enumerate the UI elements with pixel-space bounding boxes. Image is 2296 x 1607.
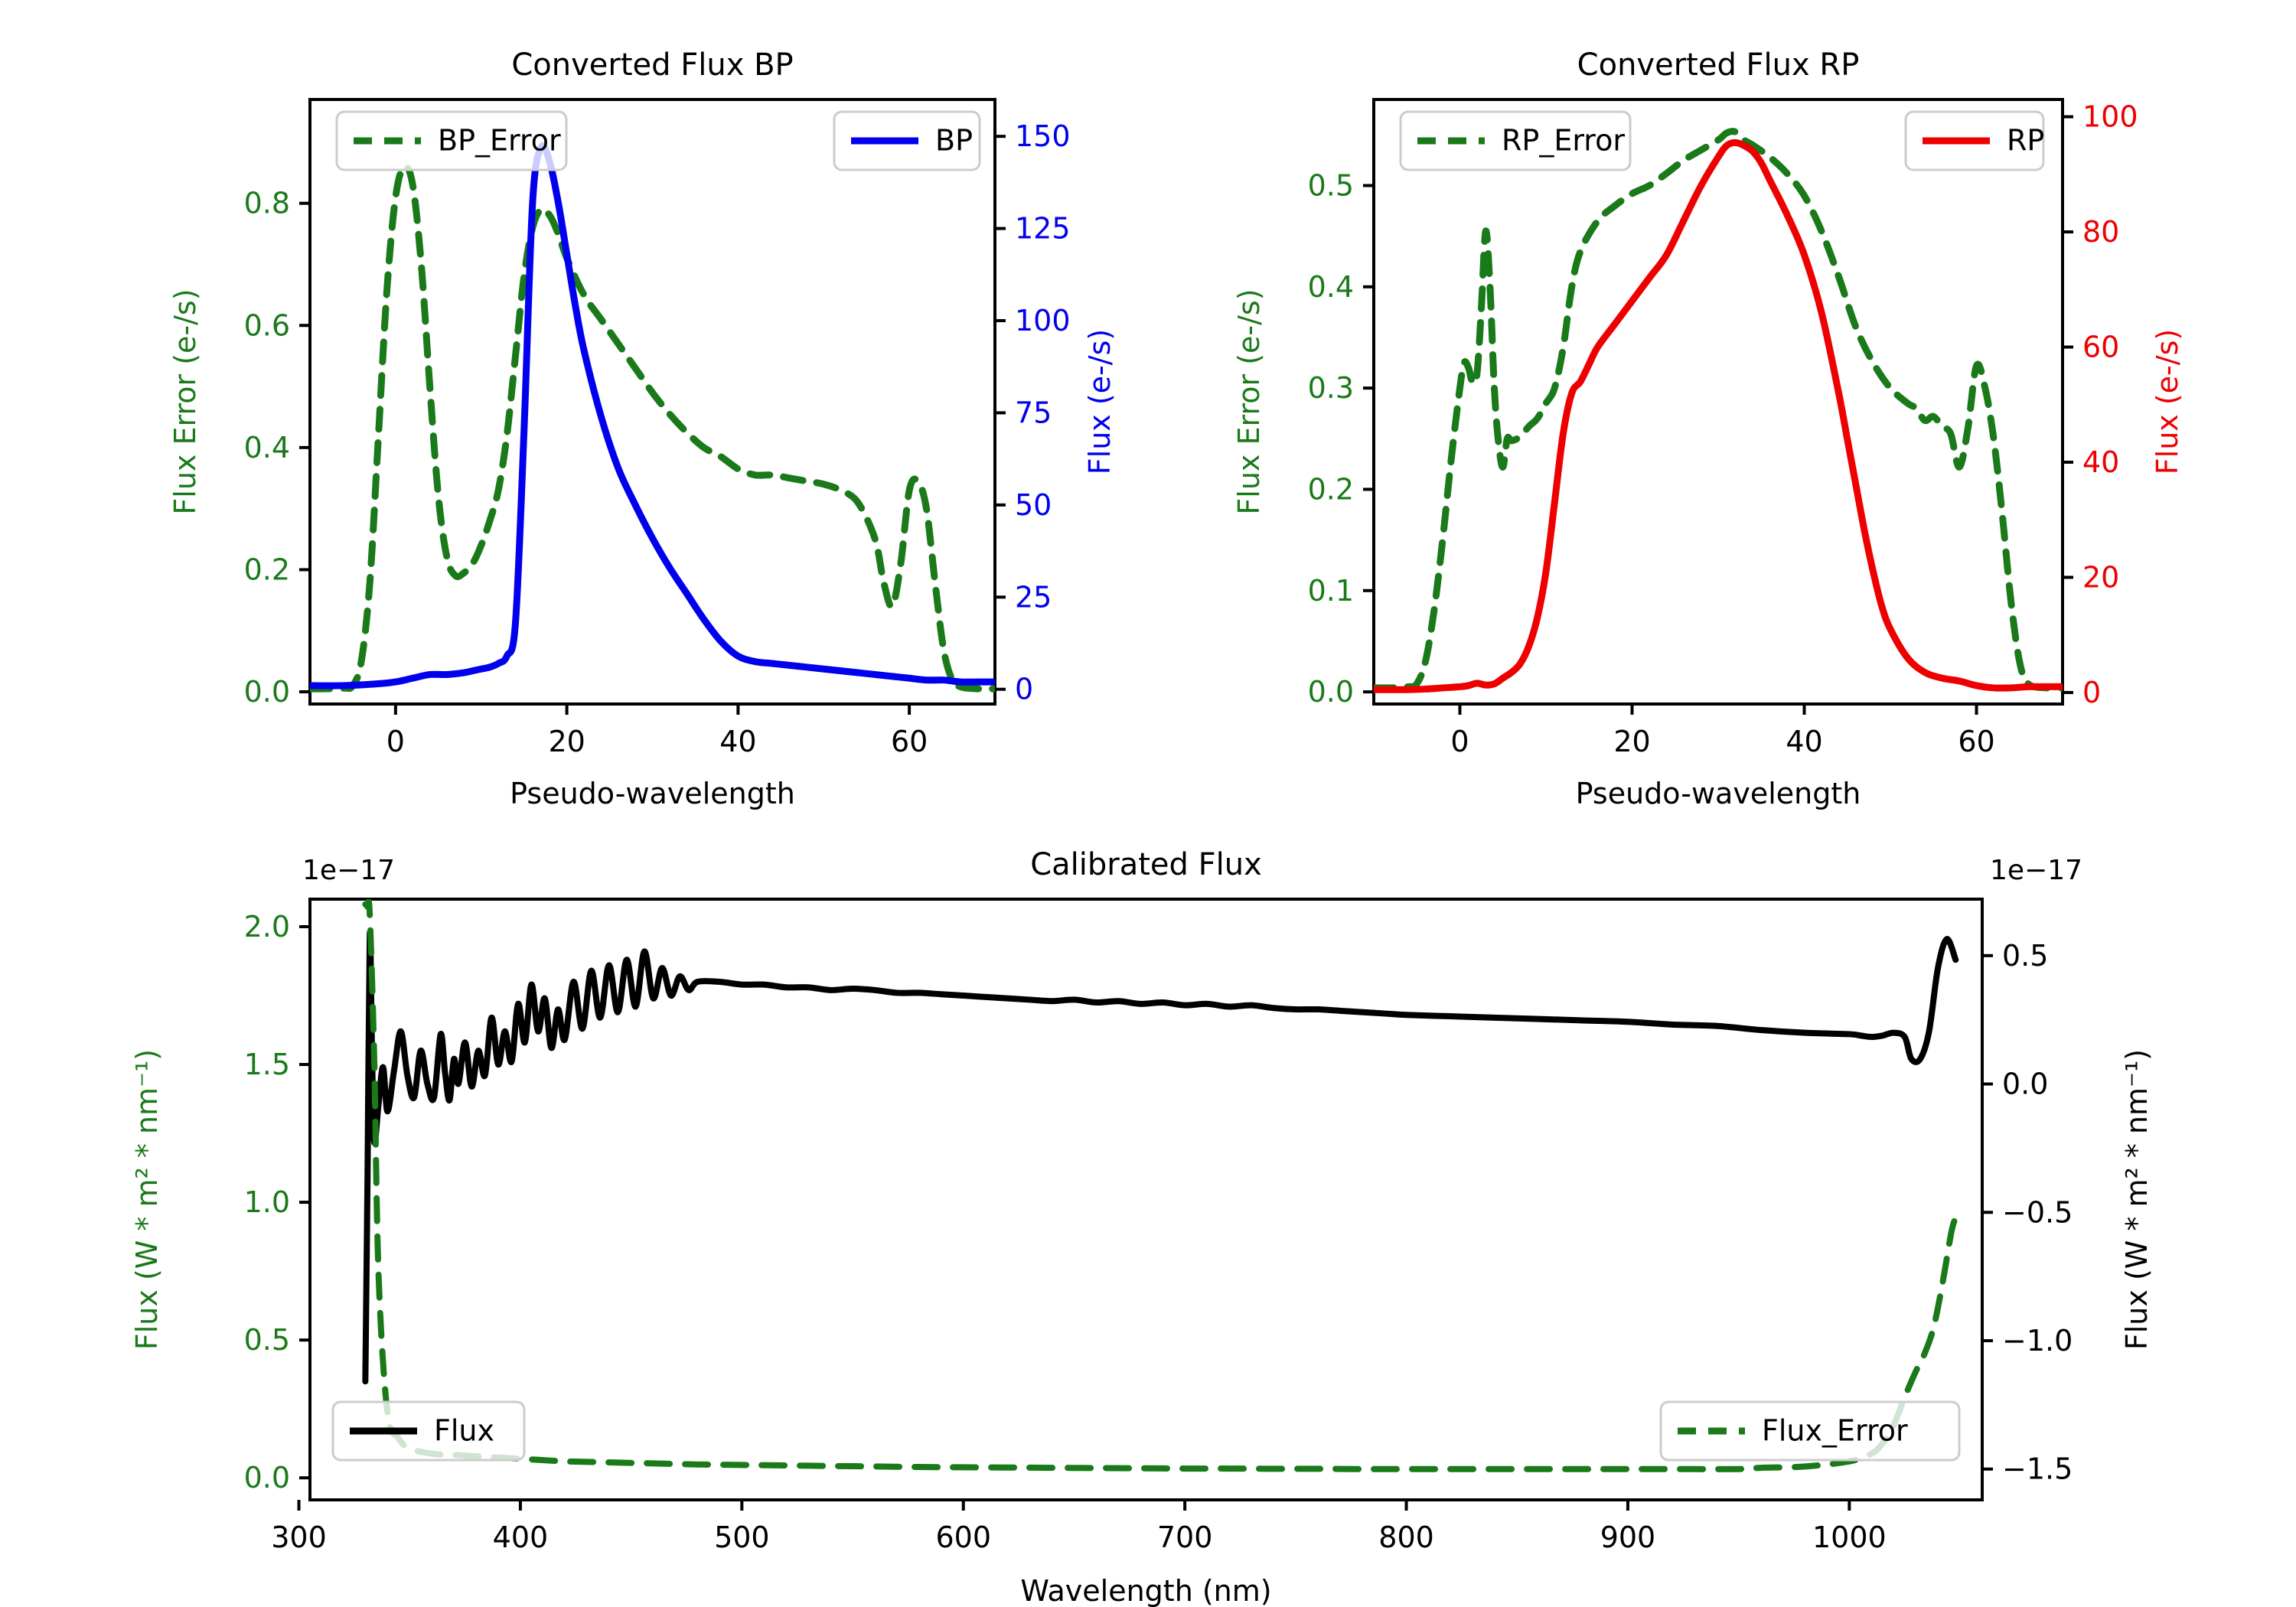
x-tick-label: 500 bbox=[714, 1521, 770, 1554]
y-tick-label-right: 25 bbox=[1015, 580, 1052, 614]
x-tick-label: 1000 bbox=[1812, 1521, 1887, 1554]
series-line-rp bbox=[1374, 139, 2063, 693]
y-tick-label-right: 50 bbox=[1015, 488, 1052, 522]
left-exponent-label: 1e−17 bbox=[302, 855, 395, 886]
y-tick-label-right: 150 bbox=[1015, 119, 1071, 153]
y-tick-label-left: 0.4 bbox=[1308, 270, 1354, 304]
legend-flux-label: BP bbox=[935, 124, 973, 158]
plot-title: Converted Flux RP bbox=[1577, 47, 1860, 83]
legend-error-box[interactable] bbox=[335, 110, 568, 171]
y-tick-label-left: 0.0 bbox=[244, 675, 290, 709]
x-axis-label: Wavelength (nm) bbox=[1020, 1574, 1271, 1607]
y-axis-label-right: Flux (e-/s) bbox=[2151, 329, 2184, 474]
x-tick-label: 40 bbox=[1786, 725, 1822, 758]
y-axis-label-right: Flux (e-/s) bbox=[1083, 329, 1117, 474]
axes-frame bbox=[308, 98, 996, 706]
axes-frame bbox=[308, 898, 1984, 1501]
bp-plot-svg: Converted Flux BP 0 20 40 60 Pseudo-wavelengt… bbox=[168, 47, 1117, 810]
y-tick-label-left: 0.3 bbox=[1308, 371, 1354, 405]
legend-flux-error-box[interactable] bbox=[1659, 1400, 1961, 1462]
y-axis-label-left: Flux Error (e-/s) bbox=[168, 288, 202, 514]
panel-converted-flux-bp: Converted Flux BP 0 20 40 60 Pseudo-wavelengt… bbox=[0, 0, 1148, 811]
legend-flux-error-label: Flux_Error bbox=[1762, 1414, 1908, 1448]
y-axis-label-left: Flux (W * m² * nm⁻¹) bbox=[130, 1049, 164, 1350]
y-tick-label-left: 0.2 bbox=[244, 553, 290, 586]
y-tick-label-left: 0.0 bbox=[1308, 675, 1354, 709]
y-tick-label-left: 0.4 bbox=[244, 431, 290, 464]
x-tick-label: 60 bbox=[891, 725, 928, 758]
x-tick-label: 40 bbox=[719, 725, 756, 758]
y-tick-label-right: 0.0 bbox=[2002, 1068, 2048, 1101]
right-exponent-label: 1e−17 bbox=[1990, 855, 2082, 886]
series-line-bp_error bbox=[310, 162, 995, 693]
plot-title: Converted Flux BP bbox=[511, 47, 793, 83]
y-tick-label-left: 0.6 bbox=[244, 308, 290, 342]
y-axis-label-left: Flux Error (e-/s) bbox=[1232, 288, 1266, 514]
y-tick-label-right: 75 bbox=[1015, 396, 1052, 429]
legend-error-label: BP_Error bbox=[438, 124, 561, 158]
x-tick-label: 700 bbox=[1157, 1521, 1213, 1554]
y-tick-label-left: 1.5 bbox=[244, 1048, 290, 1081]
y-tick-label-left: 0.1 bbox=[1308, 574, 1354, 608]
legend-flux-label: Flux bbox=[434, 1414, 494, 1448]
y-tick-label-right: 80 bbox=[2082, 215, 2119, 249]
y-tick-label-right: 20 bbox=[2082, 560, 2119, 594]
x-axis-label: Pseudo-wavelength bbox=[510, 777, 795, 810]
y-tick-label-left: 2.0 bbox=[244, 910, 290, 944]
x-axis-label: Pseudo-wavelength bbox=[1576, 777, 1861, 810]
x-tick-label: 800 bbox=[1378, 1521, 1434, 1554]
y-tick-label-left: 0.5 bbox=[1308, 168, 1354, 202]
x-tick-label: 0 bbox=[1450, 725, 1469, 758]
y-tick-label-right: −1.5 bbox=[2002, 1452, 2073, 1486]
panel-calibrated-flux: Calibrated Flux 1e−17 1e−17 300 400 500 600 700… bbox=[0, 811, 2296, 1607]
y-tick-label-right: −1.0 bbox=[2002, 1324, 2073, 1358]
y-tick-label-right: 60 bbox=[2082, 331, 2119, 364]
x-tick-label: 600 bbox=[935, 1521, 991, 1554]
y-tick-label-right: 100 bbox=[2082, 100, 2138, 134]
x-tick-label: 300 bbox=[271, 1521, 327, 1554]
rp-plot-svg: Converted Flux RP 0 20 40 60 Pseudo-wavelengt… bbox=[1232, 47, 2184, 810]
axes-frame bbox=[1372, 98, 2064, 706]
y-tick-label-right: 40 bbox=[2082, 445, 2119, 479]
y-tick-label-right: −0.5 bbox=[2002, 1195, 2073, 1229]
y-tick-label-left: 0.5 bbox=[244, 1323, 290, 1357]
y-tick-label-right: 125 bbox=[1015, 212, 1071, 246]
y-tick-label-right: 0.5 bbox=[2002, 939, 2048, 973]
x-tick-label: 60 bbox=[1958, 725, 1994, 758]
x-tick-label: 20 bbox=[548, 725, 585, 758]
panel-converted-flux-rp: Converted Flux RP 0 20 40 60 Pseudo-wavelengt… bbox=[1148, 0, 2296, 811]
x-tick-label: 400 bbox=[493, 1521, 549, 1554]
series-line-rp_error bbox=[1374, 128, 2063, 692]
y-tick-label-left: 0.8 bbox=[244, 187, 290, 220]
y-tick-label-left: 0.2 bbox=[1308, 472, 1354, 506]
legend-error-box[interactable] bbox=[1399, 110, 1632, 171]
legend-error-label: RP_Error bbox=[1502, 124, 1625, 158]
series-line-bp bbox=[310, 142, 995, 689]
series-line-flux bbox=[362, 929, 1959, 1385]
y-tick-label-right: 0 bbox=[1015, 673, 1033, 706]
legend-flux-label: RP bbox=[2007, 124, 2044, 158]
y-tick-label-left: 0.0 bbox=[244, 1461, 290, 1495]
plot-title: Calibrated Flux bbox=[1030, 847, 1262, 882]
y-axis-label-right: Flux (W * m² * nm⁻¹) bbox=[2120, 1049, 2154, 1350]
y-tick-label-right: 100 bbox=[1015, 304, 1071, 337]
y-tick-label-right: 0 bbox=[2082, 676, 2101, 709]
calibrated-plot-svg: Calibrated Flux 1e−17 1e−17 300 400 500 600 700… bbox=[130, 847, 2154, 1607]
y-tick-label-left: 1.0 bbox=[244, 1185, 290, 1219]
x-tick-label: 20 bbox=[1613, 725, 1650, 758]
x-tick-label: 0 bbox=[386, 725, 405, 758]
x-tick-label: 900 bbox=[1600, 1521, 1656, 1554]
legend-flux-box[interactable] bbox=[331, 1400, 526, 1462]
